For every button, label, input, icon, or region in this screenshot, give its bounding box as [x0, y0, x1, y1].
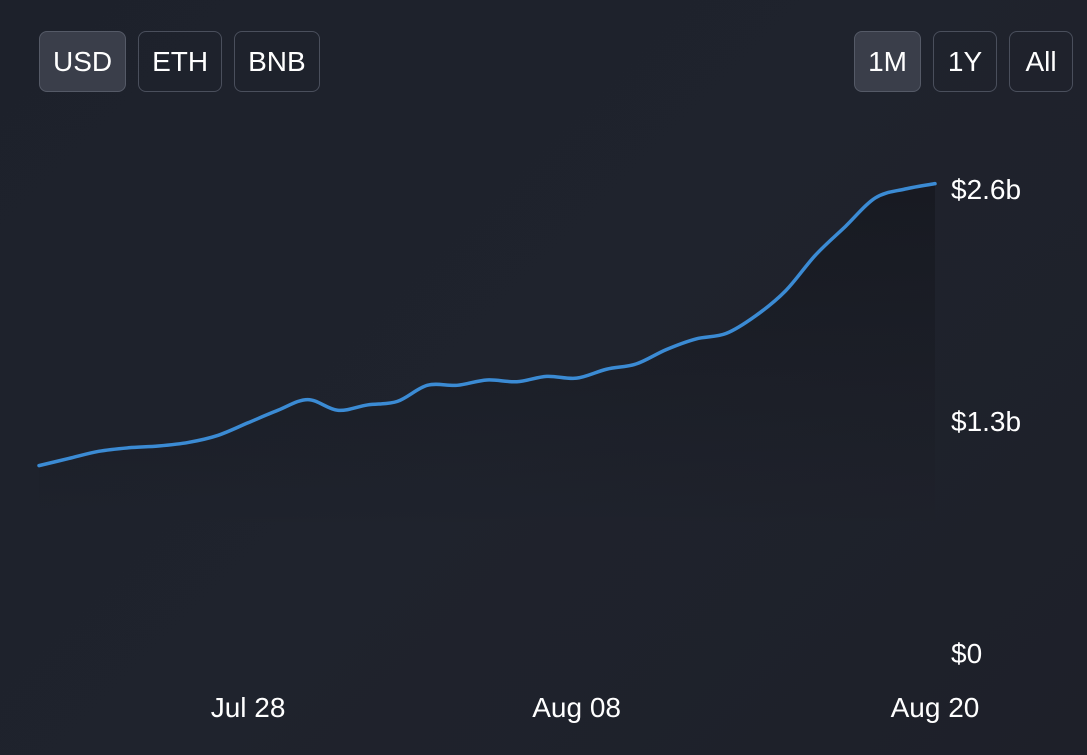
bnb-button[interactable]: BNB [234, 31, 320, 92]
range-1y-button[interactable]: 1Y [933, 31, 997, 92]
chart-area-fill [39, 183, 935, 533]
y-tick-label: $1.3b [951, 406, 1021, 437]
range-toggle: 1M 1Y All [854, 31, 1073, 92]
y-tick-label: $2.6b [951, 174, 1021, 205]
eth-button[interactable]: ETH [138, 31, 223, 92]
range-1m-button[interactable]: 1M [854, 31, 921, 92]
x-tick-label: Aug 20 [891, 692, 980, 723]
x-tick-label: Jul 28 [211, 692, 286, 723]
x-axis: Jul 28 Aug 08 Aug 20 [211, 692, 980, 723]
chart-series-line [37, 181, 937, 468]
currency-toggle: USD ETH BNB [39, 31, 320, 92]
range-all-button[interactable]: All [1009, 31, 1073, 92]
usd-button[interactable]: USD [39, 31, 127, 92]
y-axis: $0 $1.3b $2.6b [951, 174, 1021, 669]
x-tick-label: Aug 08 [532, 692, 621, 723]
y-tick-label: $0 [951, 638, 982, 669]
